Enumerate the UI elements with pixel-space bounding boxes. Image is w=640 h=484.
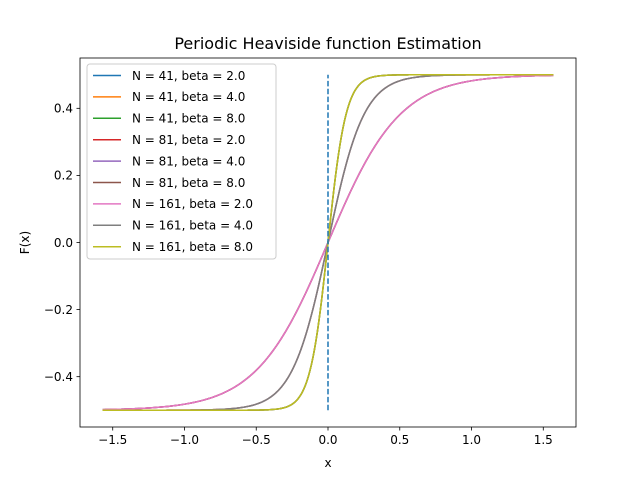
x-tick-label: −0.5 — [242, 433, 271, 447]
y-tick-label: 0.0 — [54, 236, 73, 250]
y-tick-label: −0.2 — [44, 303, 73, 317]
legend-label: N = 81, beta = 2.0 — [132, 133, 245, 147]
legend-label: N = 41, beta = 4.0 — [132, 90, 245, 104]
chart-title: Periodic Heaviside function Estimation — [174, 34, 481, 53]
y-axis-label: F(x) — [18, 231, 32, 254]
legend-label: N = 81, beta = 8.0 — [132, 176, 245, 190]
x-tick-label: −1.5 — [98, 433, 127, 447]
legend-label: N = 41, beta = 2.0 — [132, 69, 245, 83]
legend: N = 41, beta = 2.0 N = 41, beta = 4.0 N = … — [86, 63, 277, 260]
y-tick-label: 0.2 — [54, 169, 73, 183]
x-axis-label: x — [324, 456, 331, 470]
x-tick-label: 0.5 — [390, 433, 409, 447]
legend-label: N = 41, beta = 8.0 — [132, 112, 245, 126]
x-axis: −1.5 −1.0 −0.5 0.0 0.5 1.0 1.5 — [98, 427, 553, 447]
y-tick-label: 0.4 — [54, 102, 73, 116]
legend-label: N = 161, beta = 8.0 — [132, 240, 253, 254]
legend-box — [86, 63, 277, 260]
legend-label: N = 161, beta = 2.0 — [132, 197, 253, 211]
x-tick-label: 1.0 — [462, 433, 481, 447]
x-tick-label: −1.0 — [170, 433, 199, 447]
legend-label: N = 161, beta = 4.0 — [132, 219, 253, 233]
x-tick-label: 1.5 — [534, 433, 553, 447]
legend-label: N = 81, beta = 4.0 — [132, 154, 245, 168]
y-axis: −0.4 −0.2 0.0 0.2 0.4 — [44, 102, 80, 384]
y-tick-label: −0.4 — [44, 370, 73, 384]
x-tick-label: 0.0 — [318, 433, 337, 447]
